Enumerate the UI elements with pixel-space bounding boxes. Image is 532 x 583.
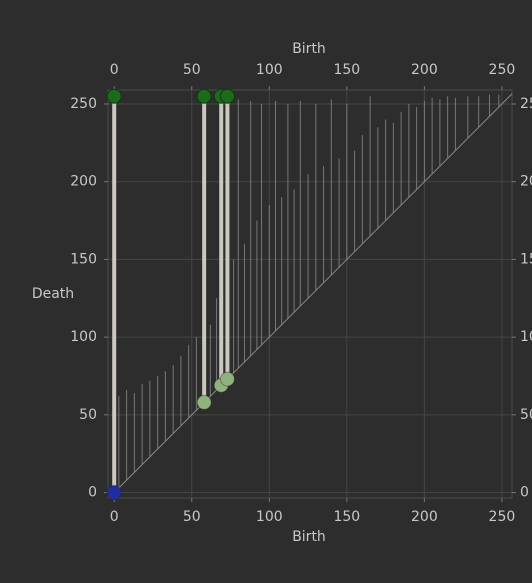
x-tick-label-top: 200 xyxy=(411,62,438,78)
y-axis-title: Death xyxy=(32,286,74,302)
x-tick-label-top: 0 xyxy=(110,62,119,78)
y-tick-label: 250 xyxy=(70,96,97,112)
diagonal xyxy=(113,93,513,493)
x-tick-label-top: 50 xyxy=(183,62,201,78)
y-tick-label-right: 50 xyxy=(520,407,532,423)
plot-frame xyxy=(107,89,513,499)
x-tick-label-top: 100 xyxy=(256,62,283,78)
x-axis-title-top: Birth xyxy=(292,41,326,57)
x-tick-label: 200 xyxy=(411,509,438,525)
birth-marker xyxy=(196,394,212,410)
y-tick-label-right: 0 xyxy=(520,485,529,501)
y-tick-label: 50 xyxy=(79,407,97,423)
y-tick-label: 0 xyxy=(88,485,97,501)
y-tick-label-right: 150 xyxy=(520,251,532,267)
x-tick-label: 250 xyxy=(489,509,516,525)
y-tick-label: 200 xyxy=(70,174,97,190)
birth-marker xyxy=(106,485,122,501)
y-tick-label: 100 xyxy=(70,329,97,345)
x-tick-label: 0 xyxy=(110,509,119,525)
y-tick-label-right: 100 xyxy=(520,329,532,345)
x-tick-label: 150 xyxy=(333,509,360,525)
x-tick-label: 50 xyxy=(183,509,201,525)
birth-marker xyxy=(219,371,235,387)
x-tick-label-top: 150 xyxy=(333,62,360,78)
y-tick-label-right: 250 xyxy=(520,96,532,112)
death-marker xyxy=(219,88,235,104)
death-marker xyxy=(106,88,122,104)
x-axis-title: Birth xyxy=(292,529,326,545)
y-tick-label: 150 xyxy=(70,251,97,267)
y-tick-label-right: 200 xyxy=(520,174,532,190)
x-tick-label: 100 xyxy=(256,509,283,525)
death-marker xyxy=(196,88,212,104)
x-tick-label-top: 250 xyxy=(489,62,516,78)
